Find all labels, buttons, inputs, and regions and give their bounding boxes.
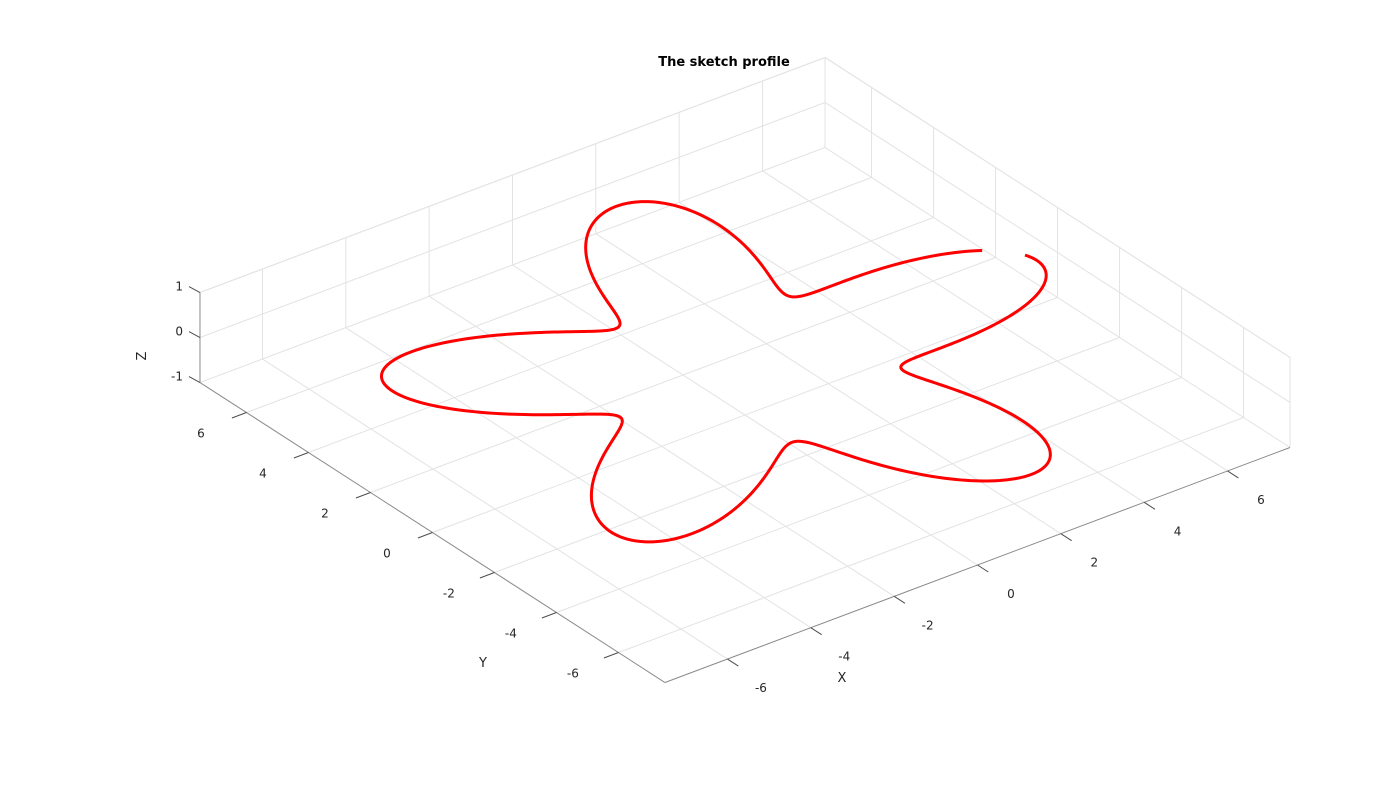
axes: [188, 286, 1291, 683]
floor-gridline-y: [246, 177, 872, 413]
tick-labels: -6 -4 -2 0 2 4 6 -6 -4 -2 0 2 4 6 -1 0 1: [171, 280, 1265, 695]
floor-gridline-y: [432, 297, 1058, 533]
x-tick-label: 4: [1174, 524, 1182, 538]
x-tick-mark: [1227, 470, 1239, 479]
profile-curve: [379, 200, 1052, 544]
floor-gridline-y: [370, 257, 996, 493]
floor-gridline-y: [618, 417, 1244, 653]
y-tick-mark: [231, 412, 247, 419]
z-tick-label: 1: [175, 280, 183, 294]
y-tick-mark: [293, 452, 309, 459]
x-tick-mark: [810, 627, 822, 636]
z-axis-label: Z: [135, 351, 150, 360]
grid-lines: [199, 57, 1291, 660]
x-tick-mark: [727, 658, 739, 667]
z-tick-mark: [188, 286, 201, 293]
box-edge: [824, 57, 1291, 358]
y-tick-mark: [541, 612, 557, 619]
side-wall-gridline-z: [824, 102, 1291, 403]
floor-gridline-y: [494, 337, 1120, 573]
x-tick-mark: [893, 595, 906, 604]
x-tick-label: 6: [1257, 493, 1265, 507]
back-wall-gridline-z: [199, 102, 826, 338]
back-wall-gridline-z: [199, 147, 826, 383]
side-wall-gridline-z: [824, 147, 1291, 448]
x-tick-mark: [1060, 533, 1072, 542]
x-tick-mark: [1143, 501, 1156, 510]
z-tick-label: -1: [171, 370, 183, 384]
z-tick-label: 0: [175, 325, 183, 339]
y-tick-label: 6: [197, 426, 205, 440]
z-tick-mark: [188, 331, 201, 338]
x-tick-mark: [977, 564, 989, 573]
chart-title: The sketch profile: [658, 55, 790, 70]
y-tick-mark: [603, 652, 619, 659]
plot-area: [379, 200, 1052, 544]
x-tick-label: -6: [755, 681, 767, 695]
y-tick-label: 4: [259, 466, 267, 480]
x-tick-label: 0: [1007, 587, 1015, 601]
y-tick-label: 0: [383, 546, 391, 560]
box-edge: [199, 57, 826, 293]
x-tick-label: 2: [1090, 556, 1098, 570]
y-tick-label: -4: [505, 626, 517, 640]
floor-gridline-y: [308, 217, 934, 453]
floor-gridline-y: [556, 377, 1182, 613]
y-tick-label: -2: [443, 586, 455, 600]
y-tick-label: -6: [567, 666, 579, 680]
z-tick-mark: [188, 376, 201, 383]
y-tick-mark: [479, 572, 495, 579]
x-tick-label: -4: [838, 650, 850, 664]
x-axis-label: X: [838, 671, 847, 686]
y-axis-label: Y: [478, 656, 487, 671]
y-tick-mark: [417, 532, 433, 539]
y-tick-label: 2: [321, 506, 329, 520]
y-tick-mark: [355, 492, 371, 499]
x-tick-label: -2: [922, 618, 934, 632]
